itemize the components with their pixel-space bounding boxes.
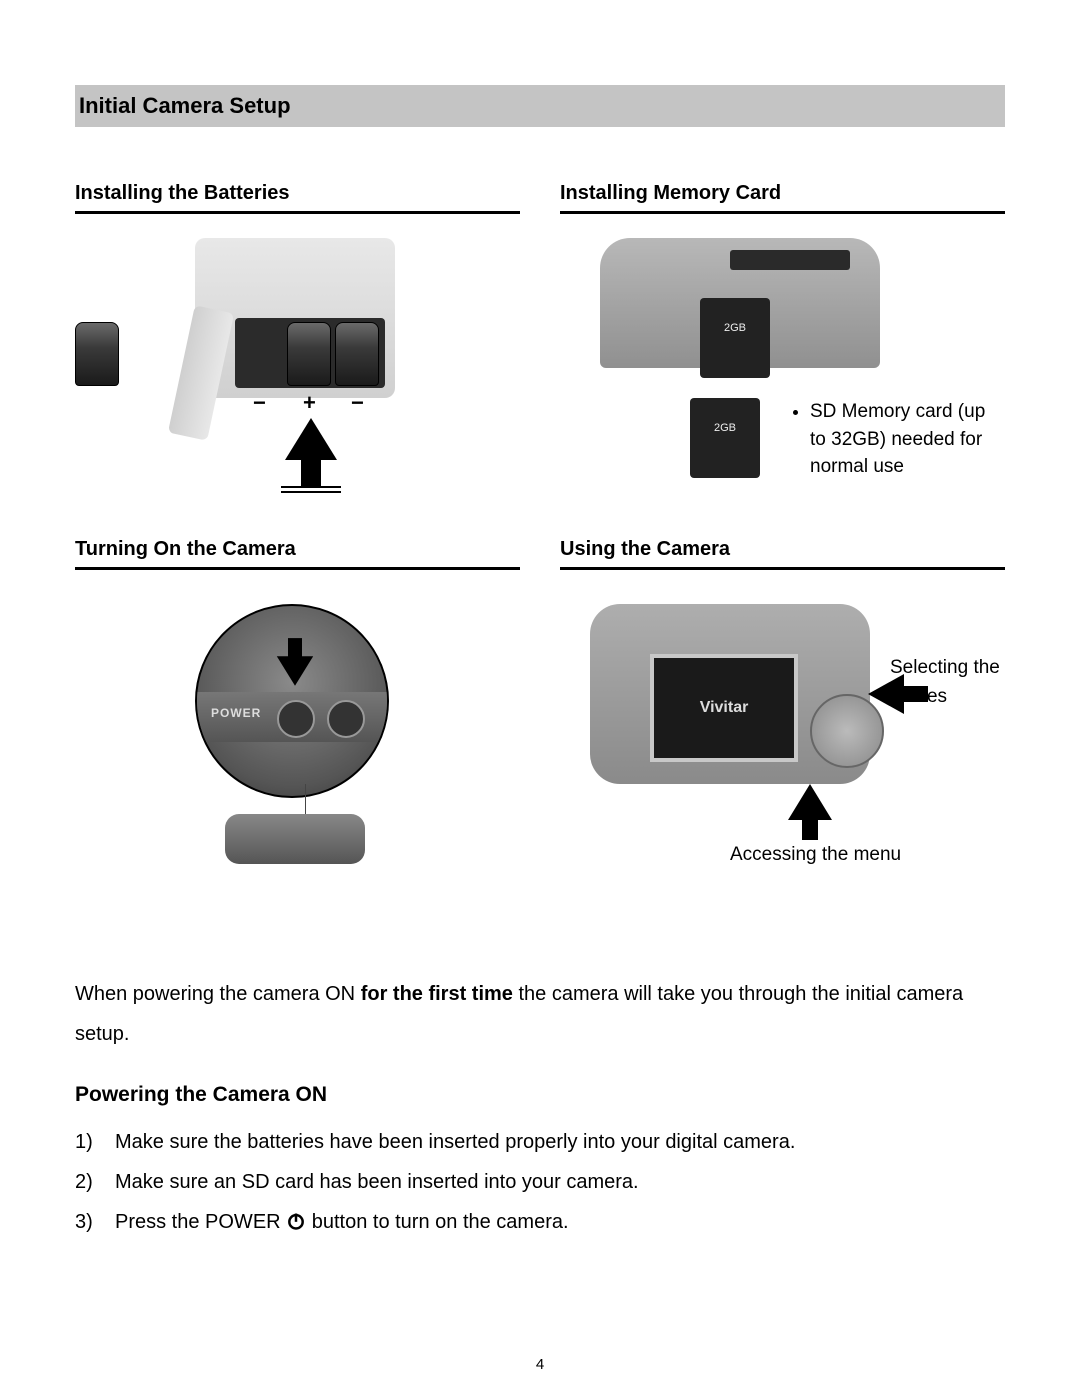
illustration-turning-on: POWER [75,584,520,834]
steps-list: Make sure the batteries have been insert… [75,1122,1005,1242]
power-button-icon [277,700,315,738]
camera-mini-icon [225,814,365,864]
step-item: Press the POWER button to turn on the ca… [75,1202,1005,1242]
heading-turning-on: Turning On the Camera [75,538,520,570]
screen-brand: Vivitar [700,699,749,717]
power-icon [286,1211,306,1231]
section-title: Initial Camera Setup [75,85,1005,127]
cell-batteries: Installing the Batteries − + − [75,182,520,478]
setup-grid: Installing the Batteries − + − Installin… [75,182,1005,834]
polarity-mark: − [253,390,266,416]
power-label: POWER [211,706,261,720]
sd-note: SD Memory card (up to 32GB) needed for n… [790,398,1005,481]
camera-back-icon: Vivitar [590,604,870,784]
illustration-batteries: − + − [75,228,520,478]
body-text: When powering the camera ON for the firs… [75,974,1005,1242]
intro-paragraph: When powering the camera ON for the firs… [75,974,1005,1054]
step-item: Make sure the batteries have been insert… [75,1122,1005,1162]
manual-page: Initial Camera Setup Installing the Batt… [0,0,1080,1397]
step-item: Make sure an SD card has been inserted i… [75,1162,1005,1202]
heading-batteries: Installing the Batteries [75,182,520,214]
mode-note: Selecting the modes [890,654,1005,711]
cell-memory-card: Installing Memory Card 2GB 2GB SD Memory… [560,182,1005,478]
subheading-powering-on: Powering the Camera ON [75,1074,1005,1116]
sd-card-inserted-icon: 2GB [700,298,770,378]
heading-memory-card: Installing Memory Card [560,182,1005,214]
arrow-down-icon [277,656,313,685]
illustration-using-camera: Vivitar Selecting the modes Accessing th… [560,584,1005,834]
menu-note: Accessing the menu [730,844,901,866]
illustration-memory-card: 2GB 2GB SD Memory card (up to 32GB) need… [560,228,1005,478]
sd-card-icon: 2GB [690,398,760,478]
heading-using-camera: Using the Camera [560,538,1005,570]
polarity-mark: + [303,390,316,416]
polarity-mark: − [351,390,364,416]
cell-using-camera: Using the Camera Vivitar Selecting the m… [560,538,1005,834]
power-closeup: POWER [195,604,389,798]
arrow-up-icon [285,418,337,460]
arrow-up-icon [788,784,832,820]
cell-turning-on: Turning On the Camera POWER [75,538,520,834]
page-number: 4 [0,1356,1080,1373]
